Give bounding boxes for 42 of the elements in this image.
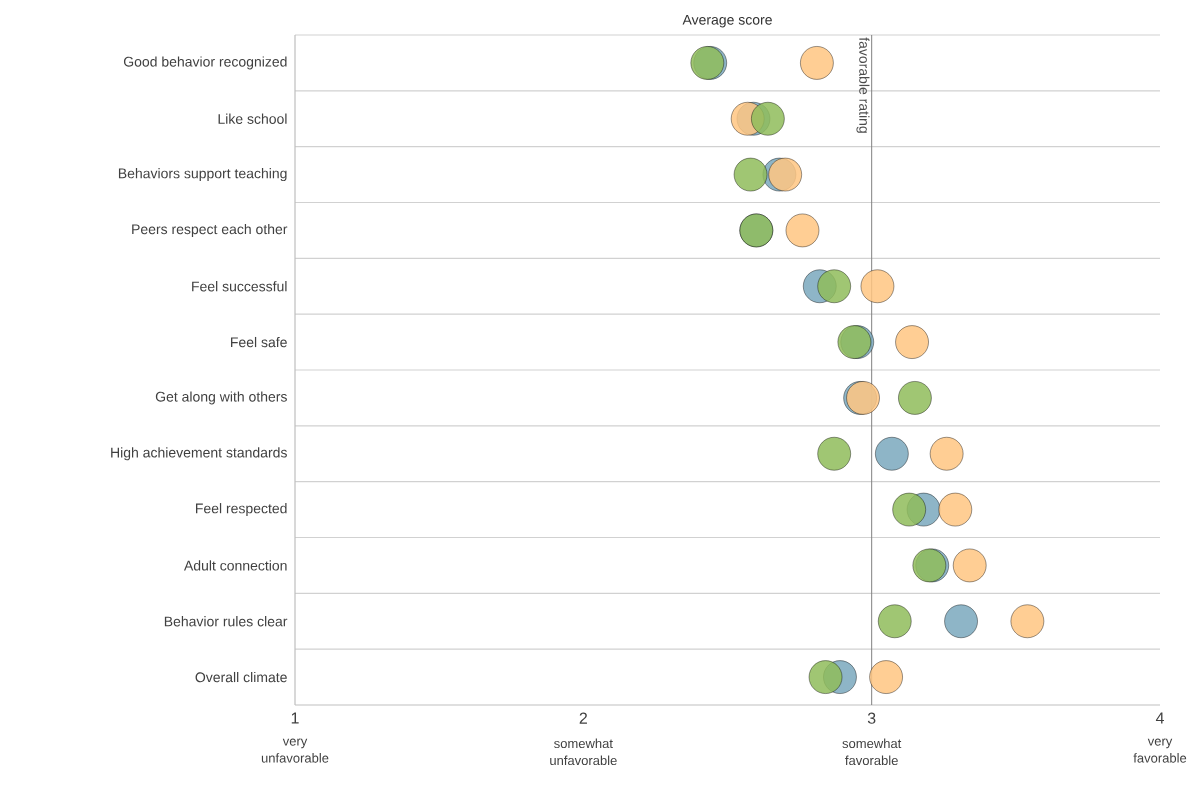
text: somewhat unfavorable [550,738,617,766]
y-tick-label: High achievement standards [111,447,287,461]
y-tick-label: Behaviors support teaching [118,168,287,182]
y-tick-label: Peers respect each other [132,223,288,237]
x-tick-label: 2 [579,712,587,724]
point [733,157,768,192]
point [895,325,929,359]
point [817,437,851,471]
x-tick-label: 1 [291,712,299,724]
x-tick-label: 3 [867,712,876,724]
y-tick-label: Behavior rules clear [164,616,288,627]
point [768,157,802,192]
y-tick-label: Good behavior recognized [123,56,287,70]
y-tick-label: Feel respected [196,503,287,517]
y-tick-label: Feel safe [231,336,287,348]
point [892,492,926,527]
text: very unfavorable [261,738,329,763]
point [938,492,972,527]
text: somewhat favorable [842,738,902,766]
point [751,102,785,136]
x-tick-label: 4 [1155,712,1164,724]
y-tick-label: Overall climate [195,671,287,683]
y-tick-label: Adult connection [183,560,287,571]
point [800,46,834,80]
y-tick-label: Like school [218,113,287,124]
point [878,604,912,638]
point [929,437,964,471]
text: very favorable [1133,738,1187,763]
point [869,660,903,694]
point [860,269,895,303]
chart-title: Average score [682,14,772,28]
point [898,381,932,415]
ref-line-label: favorable rating [856,37,870,133]
point [817,269,851,303]
point [953,548,987,583]
point [785,213,820,248]
point [1010,604,1045,638]
y-tick-label: Feel successful [192,281,287,292]
point [808,660,843,694]
y-tick-label: Get along with others [155,391,287,405]
point [944,604,978,638]
point [875,437,909,471]
